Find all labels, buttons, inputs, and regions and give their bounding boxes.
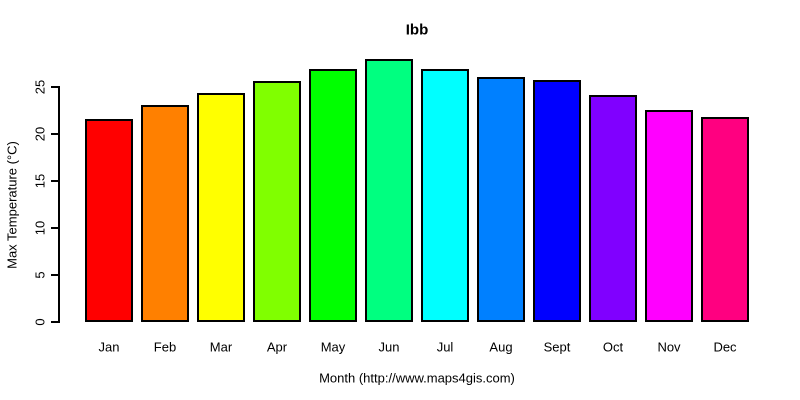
y-axis-title: Max Temperature (°C) [4,141,20,269]
chart-title: Ibb [405,21,429,39]
x-tick-label-feb: Feb [153,339,177,355]
bar-aug [477,77,525,322]
x-tick-label-dec: Dec [713,339,737,355]
x-tick-label-aug: Aug [489,339,513,355]
y-axis-line [58,86,60,323]
y-tick-label-25: 25 [32,79,48,95]
y-tick-label-20: 20 [32,126,48,142]
bar-jun [365,59,413,322]
x-tick-label-jun: Jun [378,339,400,355]
bar-sept [533,80,581,322]
y-tick-label-15: 15 [32,173,48,189]
x-tick-label-oct: Oct [602,339,624,355]
y-tick-5 [51,274,58,276]
x-tick-label-mar: Mar [209,339,233,355]
bar-apr [253,81,301,322]
x-tick-label-apr: Apr [266,339,288,355]
y-tick-10 [51,227,58,229]
bar-feb [141,105,189,322]
x-tick-label-jul: Jul [436,339,454,355]
bar-jul [421,69,469,322]
bar-nov [645,110,693,322]
x-axis-title: Month (http://www.maps4gis.com) [319,370,515,386]
bar-jan [85,119,133,322]
x-tick-label-sept: Sept [543,339,571,355]
bar-oct [589,95,637,322]
bar-dec [701,117,749,322]
x-tick-label-jan: Jan [98,339,120,355]
y-tick-label-10: 10 [32,220,48,236]
x-tick-label-nov: Nov [657,339,681,355]
y-tick-20 [51,133,58,135]
y-tick-25 [51,86,58,88]
bar-mar [197,93,245,322]
y-tick-15 [51,180,58,182]
y-tick-label-5: 5 [32,271,48,279]
y-tick-0 [51,321,58,323]
bar-may [309,69,357,322]
x-tick-label-may: May [320,339,346,355]
y-tick-label-0: 0 [32,318,48,326]
